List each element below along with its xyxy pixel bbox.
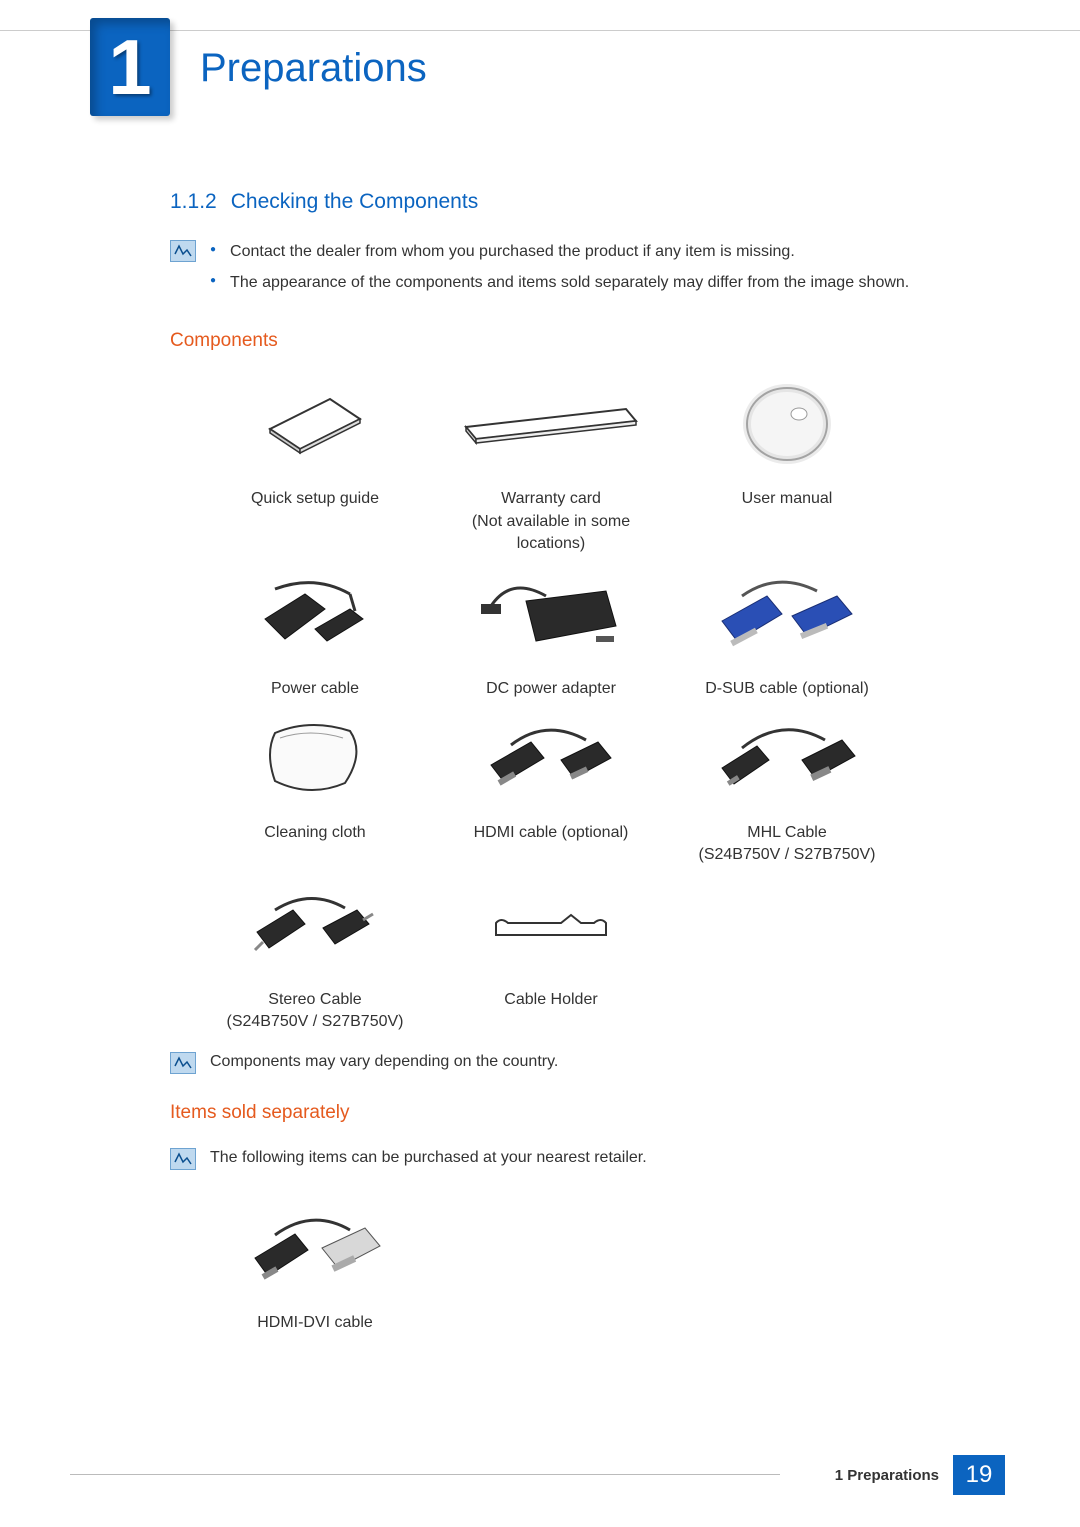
component-item: DC power adapter xyxy=(436,564,666,700)
page-number-box: 19 xyxy=(953,1455,1005,1495)
separate-note: The following items can be purchased at … xyxy=(170,1146,970,1170)
note-text: Contact the dealer from whom you purchas… xyxy=(230,238,795,265)
page-number: 19 xyxy=(966,1461,993,1489)
chapter-number: 1 xyxy=(108,22,151,113)
section-heading: 1.1.2 Checking the Components xyxy=(170,190,970,214)
component-label: Warranty card xyxy=(501,490,601,507)
component-label: Cleaning cloth xyxy=(264,824,365,841)
note-text: The following items can be purchased at … xyxy=(210,1149,647,1167)
component-label: HDMI cable (optional) xyxy=(474,824,629,841)
dsub-cable-icon xyxy=(672,564,902,664)
separate-item: HDMI-DVI cable xyxy=(200,1198,430,1334)
bullet-dot: ● xyxy=(210,269,216,296)
component-sublabel: (S24B750V / S27B750V) xyxy=(226,1013,403,1030)
component-label: Cable Holder xyxy=(504,991,597,1008)
note-icon xyxy=(170,240,196,262)
chapter-title: Preparations xyxy=(200,46,427,91)
hdmi-dvi-cable-icon xyxy=(200,1198,430,1298)
page-footer: 1 Preparations 19 xyxy=(0,1455,1080,1495)
quick-setup-guide-icon xyxy=(200,374,430,474)
warranty-card-icon xyxy=(436,374,666,474)
section-number: 1.1.2 xyxy=(170,190,217,213)
note-icon xyxy=(170,1052,196,1074)
component-item: D-SUB cable (optional) xyxy=(672,564,902,700)
component-item: HDMI cable (optional) xyxy=(436,708,666,867)
separate-grid: HDMI-DVI cable xyxy=(200,1198,970,1334)
user-manual-icon xyxy=(672,374,902,474)
component-item: Cable Holder xyxy=(436,875,666,1034)
power-cable-icon xyxy=(200,564,430,664)
note-icon xyxy=(170,1148,196,1170)
stereo-cable-icon xyxy=(200,875,430,975)
cleaning-cloth-icon xyxy=(200,708,430,808)
component-sublabel: (Not available in some locations) xyxy=(472,513,630,552)
components-grid: Quick setup guide Warranty card (Not avai… xyxy=(200,374,970,1033)
bullet-dot: ● xyxy=(210,238,216,265)
component-item: Cleaning cloth xyxy=(200,708,430,867)
mhl-cable-icon xyxy=(672,708,902,808)
component-label: Power cable xyxy=(271,680,359,697)
chapter-number-box: 1 xyxy=(90,18,170,116)
component-label: D-SUB cable (optional) xyxy=(705,680,869,697)
component-item: Quick setup guide xyxy=(200,374,430,555)
section-title: Checking the Components xyxy=(231,190,478,213)
separate-heading: Items sold separately xyxy=(170,1102,970,1124)
component-item: Power cable xyxy=(200,564,430,700)
components-heading: Components xyxy=(170,330,970,352)
hdmi-cable-icon xyxy=(436,708,666,808)
component-label: MHL Cable xyxy=(747,824,826,841)
component-item-empty xyxy=(672,875,902,1034)
note-bullets: ● Contact the dealer from whom you purcha… xyxy=(210,238,909,300)
component-label: DC power adapter xyxy=(486,680,616,697)
cable-holder-icon xyxy=(436,875,666,975)
component-sublabel: (S24B750V / S27B750V) xyxy=(698,846,875,863)
component-item: Warranty card (Not available in some loca… xyxy=(436,374,666,555)
component-label: Quick setup guide xyxy=(251,490,379,507)
note-text: The appearance of the components and ite… xyxy=(230,269,909,296)
component-label: Stereo Cable xyxy=(268,991,361,1008)
footer-label: 1 Preparations xyxy=(835,1467,939,1484)
separate-label: HDMI-DVI cable xyxy=(257,1314,373,1331)
component-item: MHL Cable (S24B750V / S27B750V) xyxy=(672,708,902,867)
components-vary-note: Components may vary depending on the cou… xyxy=(170,1050,970,1074)
component-item: User manual xyxy=(672,374,902,555)
note-text: Components may vary depending on the cou… xyxy=(210,1053,558,1071)
component-label: User manual xyxy=(742,490,833,507)
component-item: Stereo Cable (S24B750V / S27B750V) xyxy=(200,875,430,1034)
dc-adapter-icon xyxy=(436,564,666,664)
top-note: ● Contact the dealer from whom you purcha… xyxy=(170,238,970,300)
